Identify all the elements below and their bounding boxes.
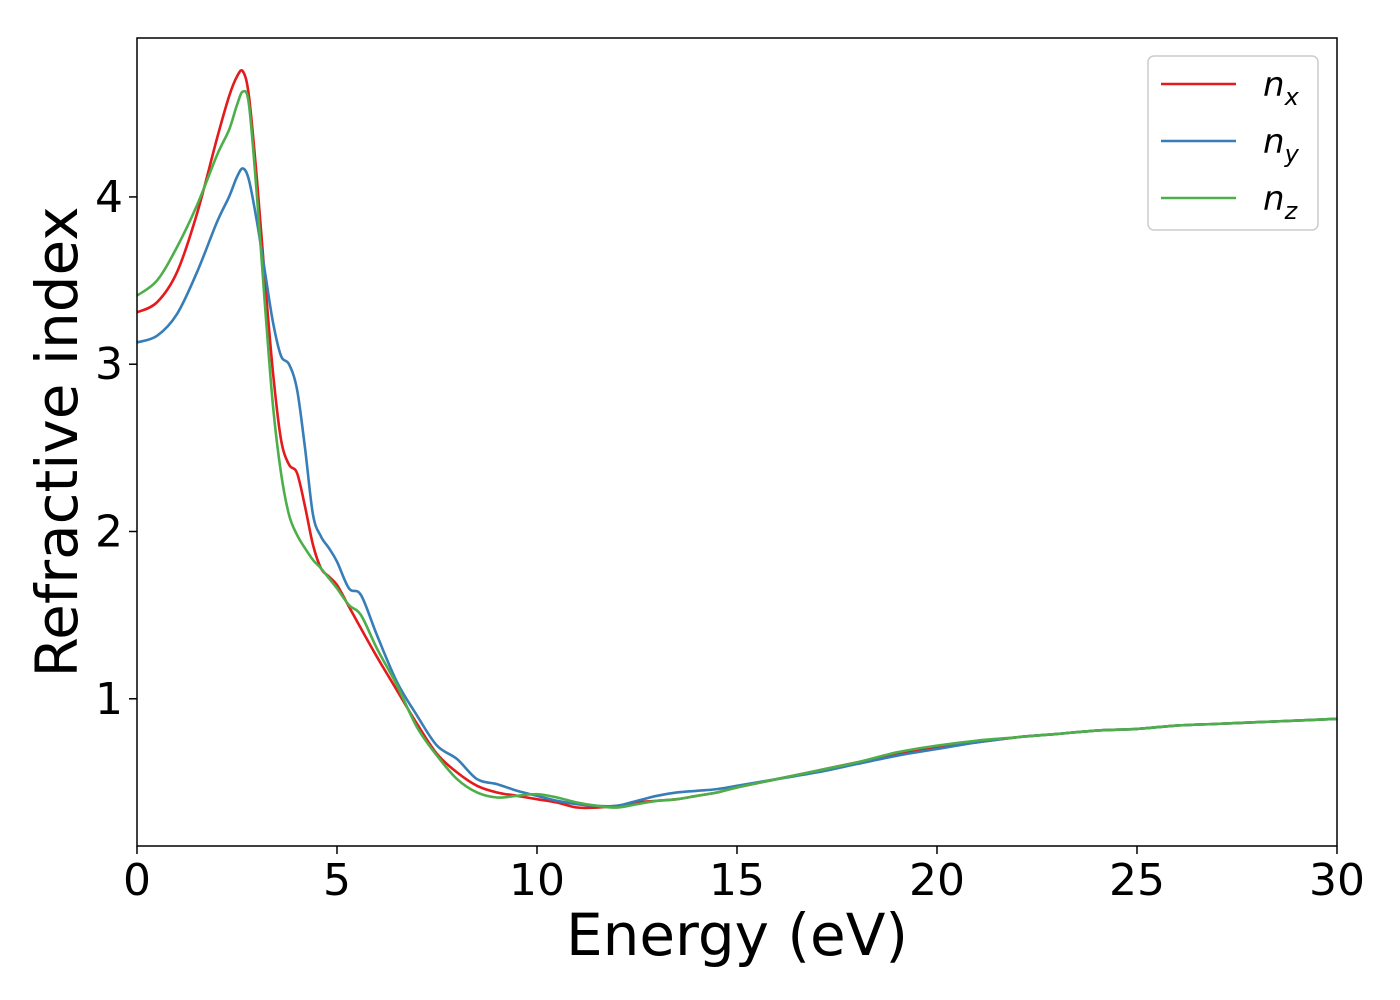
plot-background: [137, 38, 1337, 846]
y-tick-label: 4: [95, 172, 123, 223]
legend-label-y: ny: [1263, 122, 1300, 168]
x-tick-label: 5: [323, 855, 351, 906]
x-tick-label: 10: [509, 855, 565, 906]
x-tick-label: 30: [1309, 855, 1365, 906]
x-tick-label: 20: [909, 855, 965, 906]
legend-label-x: nx: [1263, 65, 1300, 111]
series-line-y: [136, 167, 1338, 808]
x-axis-title: Energy (eV): [566, 901, 908, 969]
y-axis-title: Refractive index: [23, 206, 91, 677]
series-layer: [136, 68, 1338, 810]
legend: nx ny nz: [1147, 55, 1319, 231]
legend-label-z: nz: [1263, 179, 1299, 225]
y-axis: 1 2 3 4: [95, 172, 137, 725]
y-tick-label: 3: [95, 339, 123, 390]
legend-box: [1147, 55, 1319, 231]
y-tick-label: 2: [95, 506, 123, 557]
x-tick-label: 25: [1109, 855, 1165, 906]
y-tick-label: 1: [95, 674, 123, 725]
x-tick-label: 0: [123, 855, 151, 906]
x-tick-label: 15: [709, 855, 765, 906]
x-axis: 0 5 10 15 20 25 30: [123, 846, 1365, 906]
series-line-z: [136, 89, 1338, 809]
